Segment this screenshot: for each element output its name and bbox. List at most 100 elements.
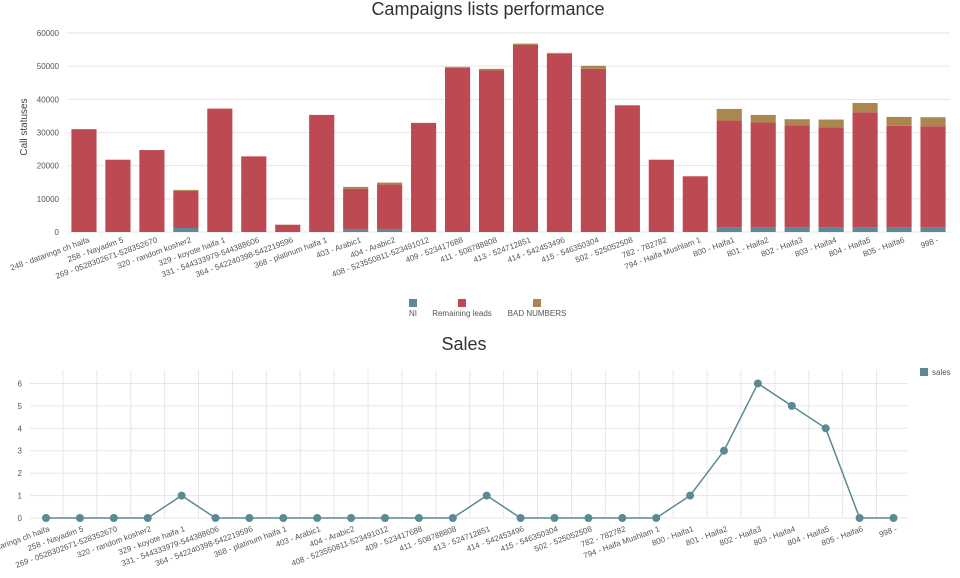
data-point [787, 401, 796, 410]
y-tick-label: 10000 [37, 195, 60, 204]
y-tick-label: 40000 [37, 95, 60, 104]
bar-segment [750, 227, 776, 232]
bar-segment [886, 227, 912, 232]
bar-segment [886, 125, 912, 228]
y-tick-label: 1 [18, 492, 23, 501]
bar-segment [512, 43, 539, 45]
data-point [381, 514, 389, 522]
bar-segment [818, 119, 844, 128]
data-point [584, 514, 593, 522]
bar-segment [173, 189, 199, 191]
legend-label[interactable]: Remaining leads [432, 309, 492, 318]
bar-segment [377, 182, 403, 185]
bar-segment [750, 122, 776, 228]
y-tick-label: 2 [18, 469, 23, 478]
bar-segment [343, 186, 369, 189]
bar-segment [716, 227, 742, 232]
legend-label[interactable]: NI [409, 309, 417, 318]
data-point [652, 514, 661, 522]
data-point [75, 514, 84, 522]
campaigns-performance-chart: Campaigns lists performance Call statuse… [9, 0, 950, 318]
line-chart-y-ticks: 0 1 2 3 4 5 6 [18, 379, 23, 523]
y-tick-label: 0 [18, 514, 23, 523]
bar-segment [750, 114, 776, 123]
line-chart-legend[interactable]: sales [920, 368, 951, 377]
y-tick-label: 6 [18, 379, 23, 388]
y-tick-label: 5 [18, 402, 23, 411]
line-chart-series [42, 379, 898, 522]
bar-segment [614, 105, 640, 232]
bar-segment [343, 188, 369, 230]
bar-segment [580, 65, 606, 69]
data-point [720, 446, 728, 455]
data-point [313, 514, 322, 522]
bar-segment [716, 108, 742, 121]
data-point [855, 514, 864, 522]
data-point [448, 514, 457, 522]
legend-swatch[interactable] [409, 299, 417, 307]
bar-segment [71, 129, 97, 232]
legend-swatch[interactable] [533, 299, 541, 307]
y-tick-label: 30000 [37, 129, 60, 138]
bar-segment [105, 159, 131, 232]
bar-segment [648, 159, 674, 232]
bar-segment [377, 229, 403, 232]
line-chart-gridlines [30, 370, 908, 519]
bar-segment [920, 117, 946, 127]
data-point [279, 514, 288, 522]
bar-segment [411, 122, 437, 232]
y-tick-label: 3 [18, 447, 23, 456]
bar-segment [343, 229, 369, 232]
legend-swatch[interactable] [458, 299, 466, 307]
data-point [414, 514, 423, 522]
bar-segment [546, 53, 573, 232]
data-point [482, 491, 491, 500]
bar-segment [139, 150, 165, 232]
y-tick-label: 0 [55, 228, 60, 237]
legend-swatch[interactable] [920, 368, 928, 376]
bar-segment [241, 156, 267, 232]
y-tick-label: 4 [18, 424, 23, 433]
x-tick-label: 998 - [878, 524, 899, 539]
bar-segment [377, 184, 403, 230]
bar-segment [784, 119, 810, 126]
bar-segment [207, 108, 233, 232]
data-point [889, 514, 898, 522]
bar-segment [852, 102, 878, 113]
bar-segment [478, 70, 505, 232]
data-point [177, 491, 186, 500]
bar-segment [784, 227, 810, 232]
data-point [686, 491, 695, 500]
data-point [245, 514, 254, 522]
bar-chart-bars [71, 43, 946, 232]
bar-segment [444, 67, 471, 232]
bar-chart-y-axis-label: Call statuses [19, 98, 30, 155]
bar-segment [173, 190, 199, 229]
data-point [211, 514, 220, 522]
data-point [821, 424, 830, 433]
bar-chart-legend[interactable]: NI Remaining leads BAD NUMBERS [409, 299, 566, 318]
data-point [618, 514, 627, 522]
data-point [347, 514, 356, 522]
bar-segment [444, 66, 471, 68]
line-chart-title: Sales [441, 334, 486, 354]
data-point [42, 514, 50, 522]
y-tick-label: 20000 [37, 162, 60, 171]
data-point [109, 514, 118, 522]
data-point [143, 514, 152, 522]
bar-segment [275, 224, 301, 232]
bar-chart-y-ticks: 0 10000 20000 30000 40000 50000 60000 [37, 29, 60, 237]
bar-segment [716, 120, 742, 228]
bar-segment [852, 227, 878, 232]
bar-segment [920, 126, 946, 228]
bar-segment [546, 52, 573, 54]
legend-label[interactable]: sales [932, 368, 951, 377]
sales-line [46, 382, 894, 519]
legend-label[interactable]: BAD NUMBERS [508, 309, 567, 318]
y-tick-label: 50000 [37, 62, 60, 71]
y-tick-label: 60000 [37, 29, 60, 38]
bar-segment [886, 116, 912, 126]
bar-segment [580, 68, 606, 232]
bar-segment [309, 114, 335, 232]
bar-segment [478, 68, 505, 71]
